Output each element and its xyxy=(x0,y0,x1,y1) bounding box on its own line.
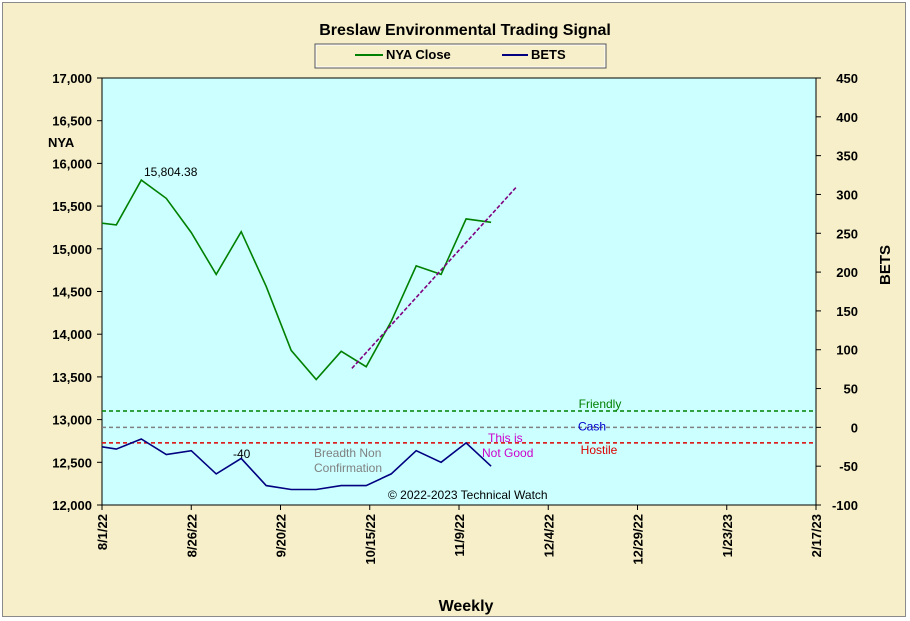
plot-area xyxy=(101,77,817,506)
reference-label-hostile: Hostile xyxy=(581,443,618,457)
x-tick-label: 8/1/22 xyxy=(95,514,110,550)
y-tick-left-label: 14,500 xyxy=(52,285,92,300)
y-tick-right-label: 0 xyxy=(851,420,858,435)
annotation-not-good: Not Good xyxy=(482,446,533,460)
annotation-breadth-line2: Confirmation xyxy=(314,461,382,475)
annotation-this-is: This is xyxy=(488,431,523,445)
y-tick-left-label: 15,500 xyxy=(52,199,92,214)
reference-lines: Friendly Cash Hostile xyxy=(102,397,816,457)
y-tick-right-label: 300 xyxy=(836,187,858,202)
x-tick-label: 11/9/22 xyxy=(452,514,467,557)
x-tick-label: 12/4/22 xyxy=(541,514,556,557)
annotation-peak-value: 15,804.38 xyxy=(144,165,198,179)
reference-label-friendly: Friendly xyxy=(579,397,622,411)
annotation-bets-value: -40 xyxy=(233,447,251,461)
y-tick-right-label: 50 xyxy=(844,382,858,397)
reference-label-cash: Cash xyxy=(578,419,606,433)
y-tick-right-label: 350 xyxy=(836,149,858,164)
x-tick-label: 9/20/22 xyxy=(274,514,289,557)
y-tick-left-label: 16,500 xyxy=(52,114,92,129)
trend-line xyxy=(351,186,517,369)
x-tick-label: 2/17/23 xyxy=(809,514,824,557)
y-tick-left-label: 16,000 xyxy=(52,156,92,171)
x-axis-label: Weekly xyxy=(439,598,494,615)
y-tick-right-label: 250 xyxy=(836,226,858,241)
x-tick-label: 8/26/22 xyxy=(184,514,199,557)
y-tick-right-label: 400 xyxy=(836,110,858,125)
series-lines xyxy=(101,178,517,491)
chart-title: Breslaw Environmental Trading Signal xyxy=(319,22,611,39)
y-tick-right-label: 200 xyxy=(836,265,858,280)
y-tick-left-label: 15,000 xyxy=(52,242,92,257)
legend-label-nya: NYA Close xyxy=(386,47,451,62)
x-tick-label: 1/23/23 xyxy=(720,514,735,557)
annotation-copyright: © 2022-2023 Technical Watch xyxy=(388,488,548,502)
x-tick-label: 10/15/22 xyxy=(363,514,378,565)
y-tick-right-label: 100 xyxy=(836,343,858,358)
y-tick-left-label: 12,500 xyxy=(52,455,92,470)
y-tick-right-label: -100 xyxy=(832,498,858,513)
y-tick-left-label: 12,000 xyxy=(52,498,92,513)
y-tick-right-label: 450 xyxy=(836,71,858,86)
y-tick-right-label: -50 xyxy=(839,459,858,474)
y-tick-left-label: 13,500 xyxy=(52,370,92,385)
annotation-breadth-line1: Breadth Non xyxy=(314,446,381,460)
y-tick-left-label: 13,000 xyxy=(52,413,92,428)
x-tick-label: 12/29/22 xyxy=(631,514,646,565)
y-tick-right-label: 150 xyxy=(836,304,858,319)
y-tick-left-label: 17,000 xyxy=(52,71,92,86)
legend: NYA Close BETS xyxy=(314,43,607,69)
series-line-bets xyxy=(101,438,492,491)
y-tick-left-label: 14,000 xyxy=(52,327,92,342)
axes: 12,000 12,500 13,000 13,500 14,000 14,500 15,0… xyxy=(52,71,858,565)
y-axis-right-label: BETS xyxy=(877,245,894,285)
y-axis-left-label: NYA xyxy=(48,135,75,150)
series-line-nya-close xyxy=(101,178,492,381)
legend-label-bets: BETS xyxy=(531,47,566,62)
